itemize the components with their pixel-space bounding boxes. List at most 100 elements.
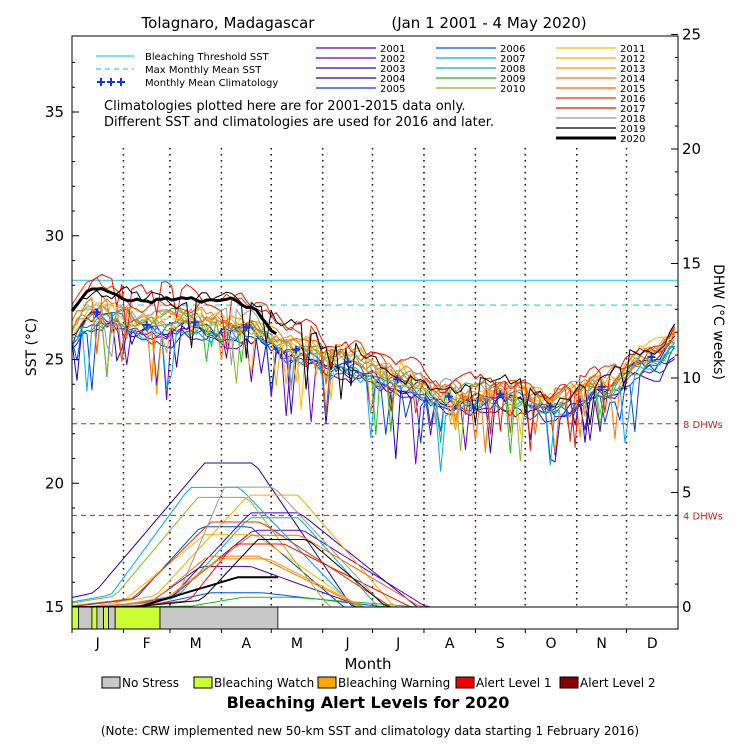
note-line-2: Different SST and climatologies are used… — [104, 115, 494, 130]
climatology-marker — [444, 392, 453, 401]
x-tick-label-0: J — [95, 636, 100, 652]
note-line-1: Climatologies plotted here are for 2001-… — [104, 99, 465, 114]
x-tick-label-9: O — [545, 636, 556, 652]
y-left-tick-label: 20 — [45, 474, 64, 492]
alert-bar-segment — [114, 606, 161, 630]
dhw-line-2004 — [71, 462, 677, 608]
legend-year-label-2007: 2007 — [500, 54, 525, 65]
alert-bar-segment — [159, 606, 279, 630]
alert-bar-segment — [108, 606, 116, 630]
legend-year-label-2014: 2014 — [620, 74, 645, 85]
dhw-line-2010 — [71, 496, 677, 608]
y-left-tick-label: 35 — [45, 103, 64, 121]
y-left-tick-label: 25 — [45, 351, 64, 369]
legend-year-label-2003: 2003 — [380, 64, 405, 75]
footnote: (Note: CRW implemented new 50-km SST and… — [101, 724, 639, 738]
alert-legend-swatch — [559, 676, 579, 689]
sst-line-2019 — [71, 286, 676, 426]
x-tick-label-11: D — [647, 636, 658, 652]
climatology-marker — [496, 390, 505, 399]
alert-bar-frame — [71, 606, 679, 630]
sst-line-2017 — [71, 273, 676, 451]
alert-bar-segment — [96, 606, 104, 630]
chart-date-range: (Jan 1 2001 - 4 May 2020) — [391, 14, 586, 32]
alert-levels-title: Bleaching Alert Levels for 2020 — [227, 693, 510, 712]
y-right-tick-label: 0 — [682, 598, 692, 616]
sst-line-2020 — [70, 287, 277, 335]
legend-year-label-2004: 2004 — [380, 74, 405, 85]
sst-line-2009 — [71, 304, 675, 454]
climatology-marker — [546, 402, 555, 411]
dhw-line-2019 — [72, 539, 677, 608]
chart-title: Tolagnaro, Madagascar — [141, 14, 316, 32]
sst-line-2007 — [71, 313, 676, 472]
y-left-tick-label: 15 — [45, 598, 64, 616]
x-tick-label-1: F — [143, 636, 151, 652]
climatology-marker — [393, 375, 402, 384]
legend-year-label-2001: 2001 — [380, 44, 405, 55]
y-axis-left-label: SST (°C) — [24, 318, 40, 376]
climatology-marker — [343, 357, 352, 366]
legend-year-label-2012: 2012 — [620, 54, 645, 65]
legend-year-label-2018: 2018 — [620, 114, 645, 125]
alert-legend-label: Bleaching Warning — [338, 676, 450, 690]
sst-line-2005 — [71, 318, 676, 444]
y-right-tick-label: 10 — [682, 369, 701, 387]
sst-line-2015 — [71, 294, 676, 441]
alert-bar-segment — [103, 606, 109, 630]
climatology-marker — [92, 308, 101, 317]
x-tick-label-4: M — [291, 636, 303, 652]
x-axis-label: Month — [344, 655, 391, 673]
x-tick-label-10: N — [596, 636, 606, 652]
legend-year-label-2011: 2011 — [620, 44, 645, 55]
x-tick-label-7: A — [445, 636, 455, 652]
alert-legend-swatch — [455, 676, 475, 689]
climatology-marker — [190, 318, 199, 327]
dhw-8-label: 8 DHWs — [683, 420, 723, 431]
y-axis-right-label: DHW (°C weeks) — [710, 264, 726, 380]
x-tick-label-2: M — [190, 636, 202, 652]
y-right-tick-label: 15 — [682, 255, 701, 273]
y-right-tick-label: 25 — [682, 26, 701, 44]
y-right-tick-label: 5 — [682, 484, 692, 502]
alert-legend-label: Alert Level 2 — [580, 676, 656, 690]
dhw-line-2016 — [71, 521, 677, 608]
sst-line-2018 — [71, 305, 676, 423]
climatology-marker — [242, 323, 251, 332]
legend-label-1: Max Monthly Mean SST — [145, 65, 262, 76]
alert-bar-segment — [71, 606, 80, 630]
x-tick-label-5: J — [345, 636, 350, 652]
x-tick-label-3: A — [242, 636, 252, 652]
legend-year-label-2020: 2020 — [620, 134, 645, 145]
legend-year-label-2002: 2002 — [380, 54, 405, 65]
x-tick-label-8: S — [496, 636, 505, 652]
sst-line-2004 — [71, 312, 676, 460]
sst-line-2016 — [71, 276, 676, 443]
legend-year-label-2017: 2017 — [620, 104, 645, 115]
alert-legend-label: No Stress — [122, 676, 179, 690]
legend-year-label-2019: 2019 — [620, 124, 645, 135]
x-tick-label-6: J — [395, 636, 400, 652]
sst-line-2006 — [71, 312, 675, 438]
legend-year-label-2005: 2005 — [380, 84, 405, 95]
climatology-marker — [142, 320, 151, 329]
alert-legend-swatch — [101, 676, 121, 689]
climatology-marker — [292, 345, 301, 354]
sst-line-2014 — [71, 298, 675, 453]
y-left-tick-label: 30 — [45, 227, 64, 245]
alert-bar-segment — [91, 606, 98, 630]
legend-year-label-2016: 2016 — [620, 94, 645, 105]
dhw-4-label: 4 DHWs — [683, 511, 723, 522]
legend-year-label-2015: 2015 — [620, 84, 645, 95]
alert-legend-swatch — [317, 676, 337, 689]
alert-bar-segment — [78, 606, 93, 630]
legend-year-label-2008: 2008 — [500, 64, 525, 75]
legend-year-label-2013: 2013 — [620, 64, 645, 75]
legend-label-0: Bleaching Threshold SST — [145, 52, 270, 63]
alert-legend-label: Bleaching Watch — [214, 676, 314, 690]
alert-legend-swatch — [193, 676, 213, 689]
legend-year-label-2010: 2010 — [500, 84, 525, 95]
legend-label-2: Monthly Mean Climatology — [145, 78, 278, 89]
climatology-marker — [647, 353, 656, 362]
